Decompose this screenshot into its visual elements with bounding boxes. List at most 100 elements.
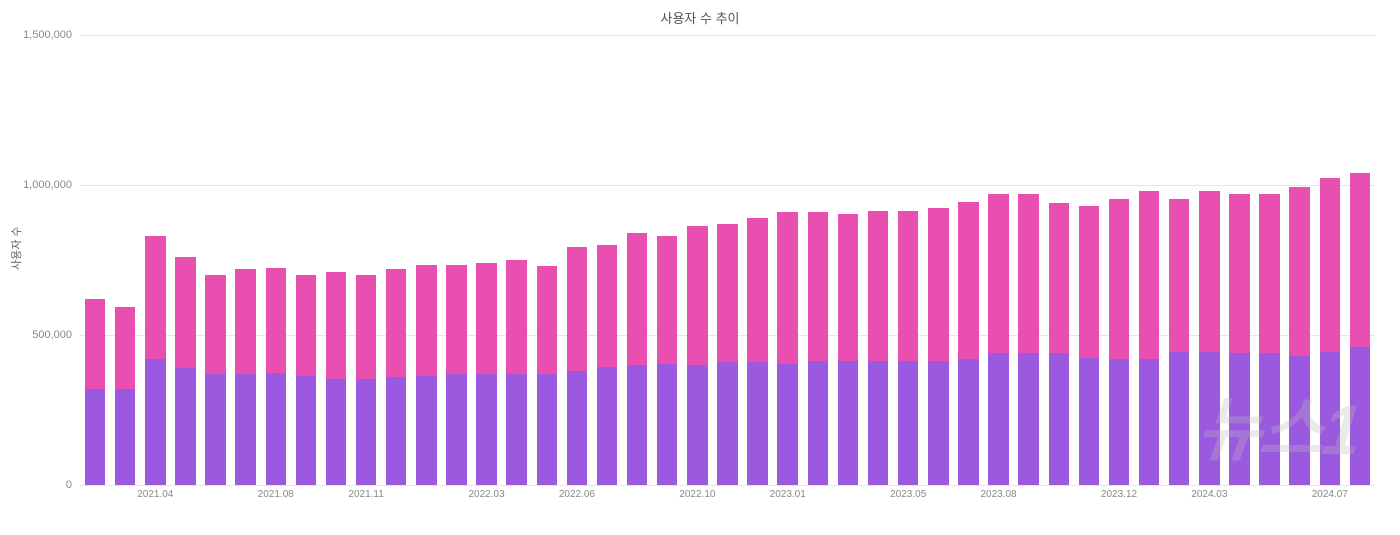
- bar: [416, 265, 436, 486]
- bar: [266, 268, 286, 486]
- bar-segment-top: [898, 211, 918, 361]
- bar-segment-top: [1199, 191, 1219, 352]
- bar-segment-top: [1169, 199, 1189, 352]
- bar-segment-top: [296, 275, 316, 376]
- bar: [627, 233, 647, 485]
- bar-segment-bottom: [205, 374, 225, 485]
- bar-segment-bottom: [1169, 352, 1189, 486]
- bar: [687, 226, 707, 486]
- bar: [296, 275, 316, 485]
- bar: [1259, 194, 1279, 485]
- bar-segment-top: [145, 236, 165, 359]
- bar: [1289, 187, 1309, 486]
- x-tick-label: 2021.11: [348, 489, 383, 500]
- x-axis: 2021.04 2021.08 2021.11 2022.03 2022.06 2022.…: [80, 485, 1375, 515]
- bar-segment-top: [476, 263, 496, 374]
- bar-segment-top: [205, 275, 225, 374]
- bar-segment-top: [1259, 194, 1279, 353]
- bar-segment-bottom: [958, 359, 978, 485]
- bar-segment-top: [657, 236, 677, 364]
- bar-segment-top: [416, 265, 436, 376]
- bar: [567, 247, 587, 486]
- bar-segment-bottom: [1289, 356, 1309, 485]
- bar: [928, 208, 948, 486]
- y-tick-label: 1,500,000: [23, 29, 72, 41]
- bar-segment-top: [808, 212, 828, 361]
- x-tick-label: 2022.03: [468, 489, 504, 500]
- plot-area: 0500,0001,000,0001,500,000: [80, 35, 1375, 485]
- bar: [1079, 206, 1099, 485]
- bar-segment-top: [777, 212, 797, 364]
- bar: [175, 257, 195, 485]
- bar: [1320, 178, 1340, 486]
- bar-segment-top: [85, 299, 105, 389]
- x-tick-label: 2023.08: [980, 489, 1016, 500]
- bar-segment-bottom: [85, 389, 105, 485]
- bar-segment-bottom: [326, 379, 346, 486]
- bar-segment-bottom: [1199, 352, 1219, 486]
- bar-segment-bottom: [476, 374, 496, 485]
- bar-segment-bottom: [235, 374, 255, 485]
- bar: [808, 212, 828, 485]
- bar-segment-bottom: [747, 362, 767, 485]
- bar-segment-bottom: [1229, 353, 1249, 485]
- bar-segment-bottom: [416, 376, 436, 486]
- x-tick-label: 2023.12: [1101, 489, 1137, 500]
- bar-segment-top: [175, 257, 195, 368]
- bar-segment-top: [838, 214, 858, 361]
- bar-segment-bottom: [1079, 358, 1099, 486]
- bar: [1018, 194, 1038, 485]
- bar: [1169, 199, 1189, 486]
- bar-segment-bottom: [356, 379, 376, 486]
- bar-segment-top: [386, 269, 406, 377]
- bar: [326, 272, 346, 485]
- chart-title: 사용자 수 추이: [0, 8, 1400, 27]
- bar: [476, 263, 496, 485]
- bar: [446, 265, 466, 486]
- bar-segment-top: [1049, 203, 1069, 353]
- bar: [657, 236, 677, 485]
- bar-segment-top: [747, 218, 767, 362]
- bar-segment-top: [1139, 191, 1159, 359]
- bar: [1199, 191, 1219, 485]
- bar-segment-bottom: [506, 374, 526, 485]
- bar-segment-bottom: [1109, 359, 1129, 485]
- bar-segment-top: [1289, 187, 1309, 357]
- bar: [235, 269, 255, 485]
- bar-segment-bottom: [145, 359, 165, 485]
- x-tick-label: 2022.10: [679, 489, 715, 500]
- bar-segment-bottom: [988, 353, 1008, 485]
- bar-segment-bottom: [808, 361, 828, 486]
- bar-segment-top: [717, 224, 737, 362]
- x-tick-label: 2022.06: [559, 489, 595, 500]
- x-tick-label: 2023.05: [890, 489, 926, 500]
- bar-segment-top: [1320, 178, 1340, 352]
- bar-segment-bottom: [657, 364, 677, 486]
- bar: [868, 211, 888, 486]
- bar: [356, 275, 376, 485]
- bar-segment-bottom: [898, 361, 918, 486]
- bar-segment-top: [446, 265, 466, 375]
- bar: [958, 202, 978, 486]
- bar-segment-bottom: [627, 365, 647, 485]
- bar: [386, 269, 406, 485]
- bar-segment-top: [506, 260, 526, 374]
- bar-segment-bottom: [1320, 352, 1340, 486]
- bar: [1350, 173, 1370, 485]
- bar-segment-top: [266, 268, 286, 373]
- bars-layer: [80, 35, 1375, 485]
- x-tick-label: 2021.04: [137, 489, 173, 500]
- y-axis-label: 사용자 수: [8, 226, 24, 270]
- bar-segment-bottom: [838, 361, 858, 486]
- bar-segment-bottom: [717, 362, 737, 485]
- bar: [747, 218, 767, 485]
- bar: [898, 211, 918, 486]
- y-tick-label: 500,000: [32, 329, 72, 341]
- bar-segment-bottom: [386, 377, 406, 485]
- bar-segment-top: [537, 266, 557, 374]
- bar-segment-bottom: [687, 365, 707, 485]
- x-tick-label: 2021.08: [258, 489, 294, 500]
- bar-segment-bottom: [266, 373, 286, 486]
- x-tick-label: 2024.03: [1191, 489, 1227, 500]
- bar: [145, 236, 165, 485]
